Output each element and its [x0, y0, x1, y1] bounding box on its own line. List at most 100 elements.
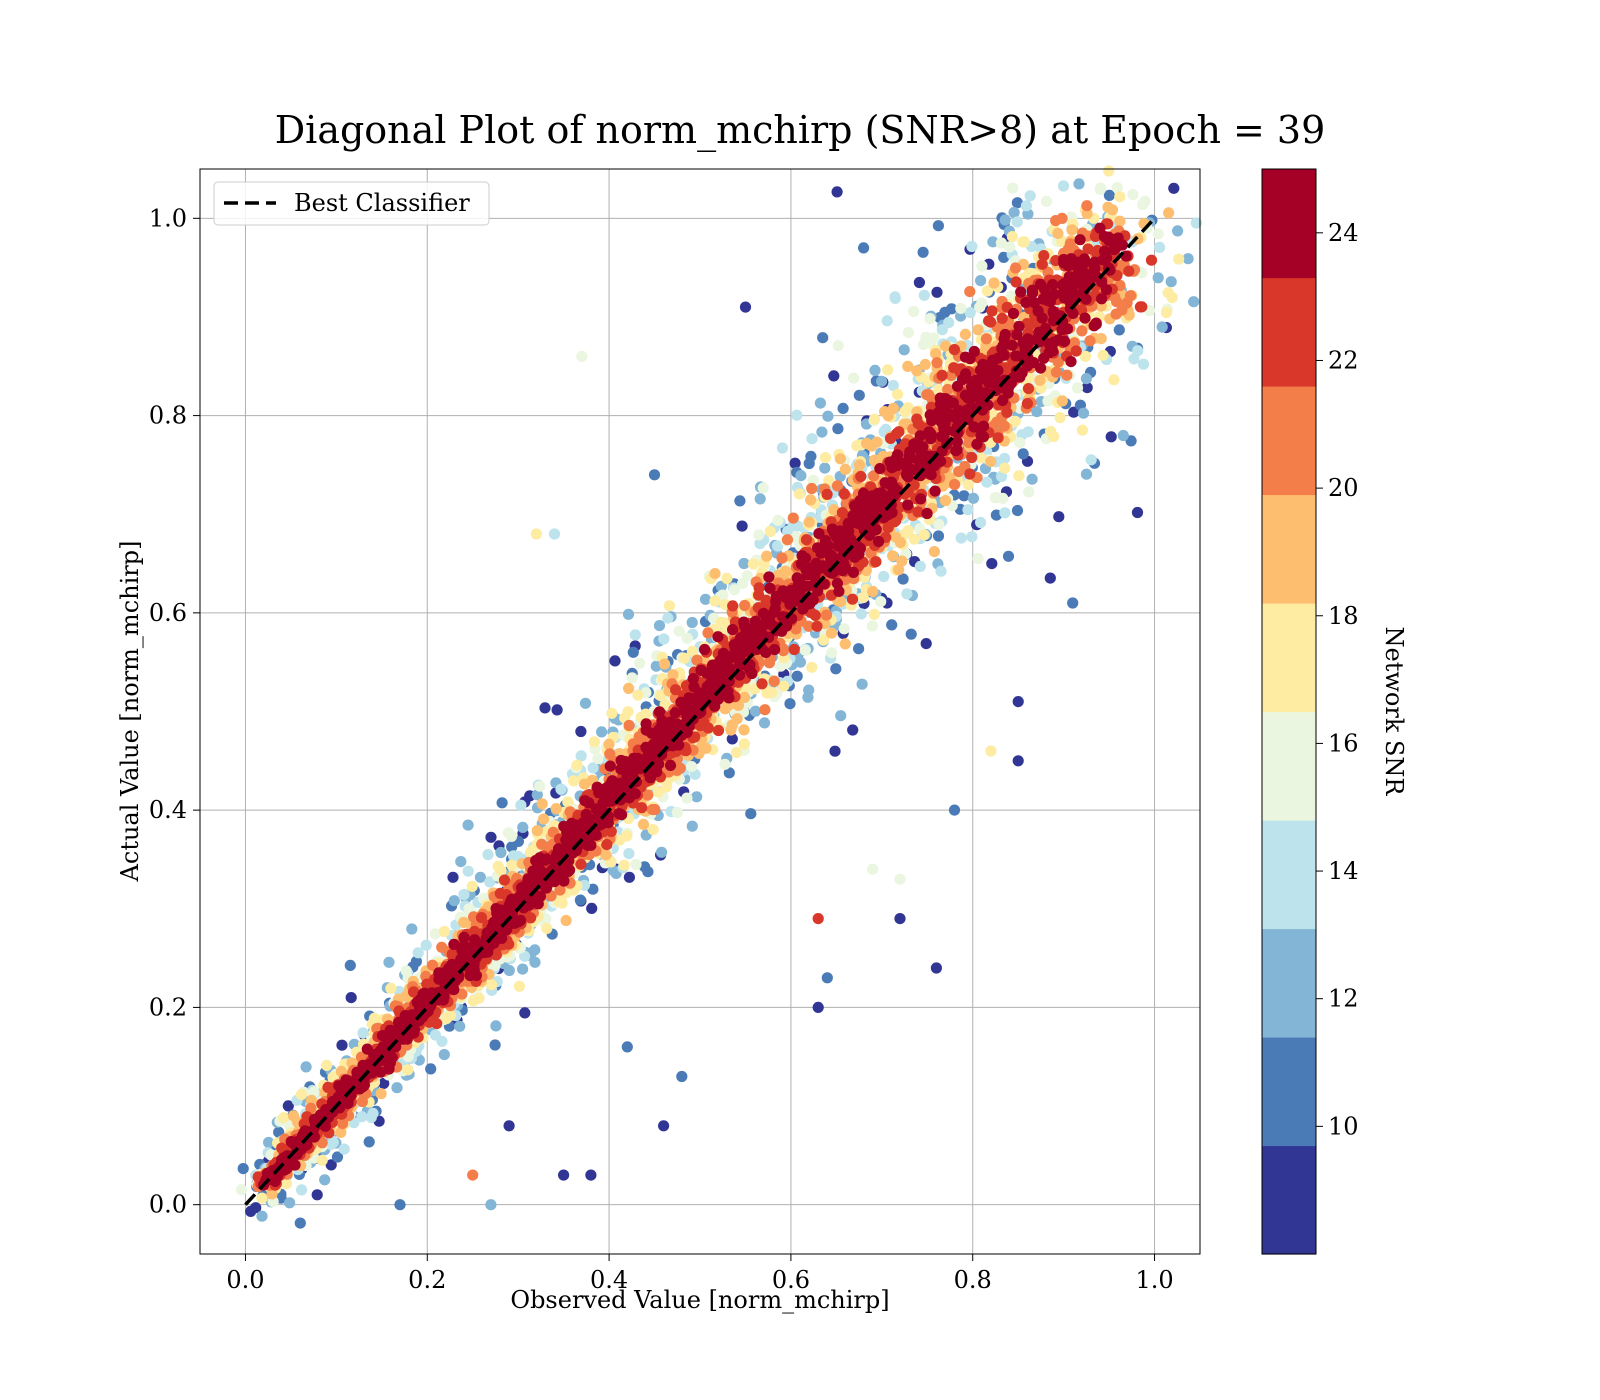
scatter-point [515, 799, 527, 811]
scatter-point [967, 492, 980, 504]
scatter-point [235, 1184, 248, 1196]
scatter-point [764, 525, 776, 538]
scatter-point [575, 750, 587, 762]
scatter-point [1077, 407, 1090, 419]
scatter-point [987, 236, 999, 248]
scatter-point [562, 796, 574, 808]
scatter-point [905, 628, 917, 640]
scatter-point [816, 426, 828, 438]
scatter-point [1152, 272, 1164, 284]
scatter-point [972, 553, 984, 565]
scatter-point [1188, 296, 1200, 308]
scatter-point [782, 525, 794, 537]
scatter-point [357, 1027, 369, 1039]
scatter-point [1004, 241, 1016, 253]
scatter-point [943, 317, 955, 329]
scatter-point [462, 865, 474, 877]
scatter-point [753, 582, 765, 594]
scatter-point [920, 638, 932, 650]
scatter-point [671, 806, 683, 819]
scatter-point [836, 506, 849, 519]
scatter-point [892, 388, 904, 400]
scatter-point [853, 389, 865, 401]
scatter-point [555, 783, 567, 795]
scatter-point [618, 859, 630, 871]
scatter-point [345, 992, 357, 1004]
scatter-point [719, 703, 731, 715]
scatter-point [495, 846, 507, 859]
scatter-point [962, 479, 974, 491]
scatter-point [1026, 473, 1038, 485]
scatter-point [551, 704, 563, 716]
scatter-point [732, 699, 745, 712]
scatter-point [793, 488, 806, 500]
scatter-point [490, 1020, 502, 1032]
scatter-point [1182, 253, 1194, 265]
scatter-point [875, 596, 887, 608]
scatter-point [989, 492, 1001, 504]
scatter-point [832, 340, 844, 352]
scatter-point [847, 724, 859, 736]
scatter-point [709, 595, 721, 607]
scatter-point [851, 440, 863, 452]
scatter-point [805, 450, 817, 462]
scatter-point [1114, 215, 1126, 227]
scatter-point [1136, 301, 1148, 313]
scatter-point [817, 332, 829, 344]
scatter-point [717, 589, 729, 601]
scatter-point [788, 643, 800, 656]
scatter-point [958, 490, 970, 502]
scatter-point [791, 670, 803, 682]
scatter-point [420, 939, 432, 951]
scatter-point [881, 315, 893, 327]
scatter-point [529, 956, 541, 968]
scatter-point [936, 324, 948, 336]
scatter-point [691, 791, 703, 803]
scatter-point [940, 340, 952, 352]
scatter-point [946, 303, 958, 315]
scatter-point [776, 442, 789, 454]
scatter-point [853, 459, 866, 471]
scatter-point [747, 558, 760, 570]
scatter-point [356, 1111, 368, 1123]
scatter-point [980, 333, 993, 345]
scatter-point [1111, 182, 1123, 194]
scatter-point [425, 1063, 437, 1075]
scatter-point [1095, 182, 1107, 194]
scatter-point [606, 707, 618, 719]
scatter-point [588, 736, 601, 748]
scatter-point [642, 866, 654, 878]
scatter-point [1052, 227, 1064, 239]
scatter-point [908, 533, 920, 545]
scatter-point [1020, 200, 1032, 212]
scatter-point [681, 792, 693, 804]
scatter-point [976, 260, 988, 272]
scatter-point [336, 1039, 348, 1051]
scatter-point [1081, 200, 1093, 212]
scatter-point [825, 627, 838, 639]
scatter-point [995, 237, 1008, 249]
scatter-point [1102, 201, 1114, 213]
scatter-point [911, 365, 923, 377]
scatter-point [458, 916, 470, 929]
scatter-point [256, 1210, 268, 1222]
scatter-point [931, 286, 943, 298]
scatter-point [1031, 406, 1043, 418]
scatter-point [807, 474, 819, 486]
scatter-point [803, 516, 815, 528]
scatter-point [745, 808, 757, 820]
scatter-point [295, 1088, 307, 1101]
scatter-point [791, 409, 803, 421]
scatter-point [429, 928, 441, 940]
scatter-point [913, 276, 926, 289]
scatter-point [754, 537, 766, 550]
scatter-point [531, 825, 543, 837]
scatter-point [869, 364, 881, 376]
scatter-point [1006, 231, 1019, 243]
scatter-point [1132, 345, 1144, 357]
scatter-point [998, 251, 1010, 263]
scatter-point [1103, 189, 1115, 201]
scatter-point [990, 509, 1003, 521]
scatter-point [1173, 253, 1185, 265]
scatter-point [484, 876, 496, 888]
